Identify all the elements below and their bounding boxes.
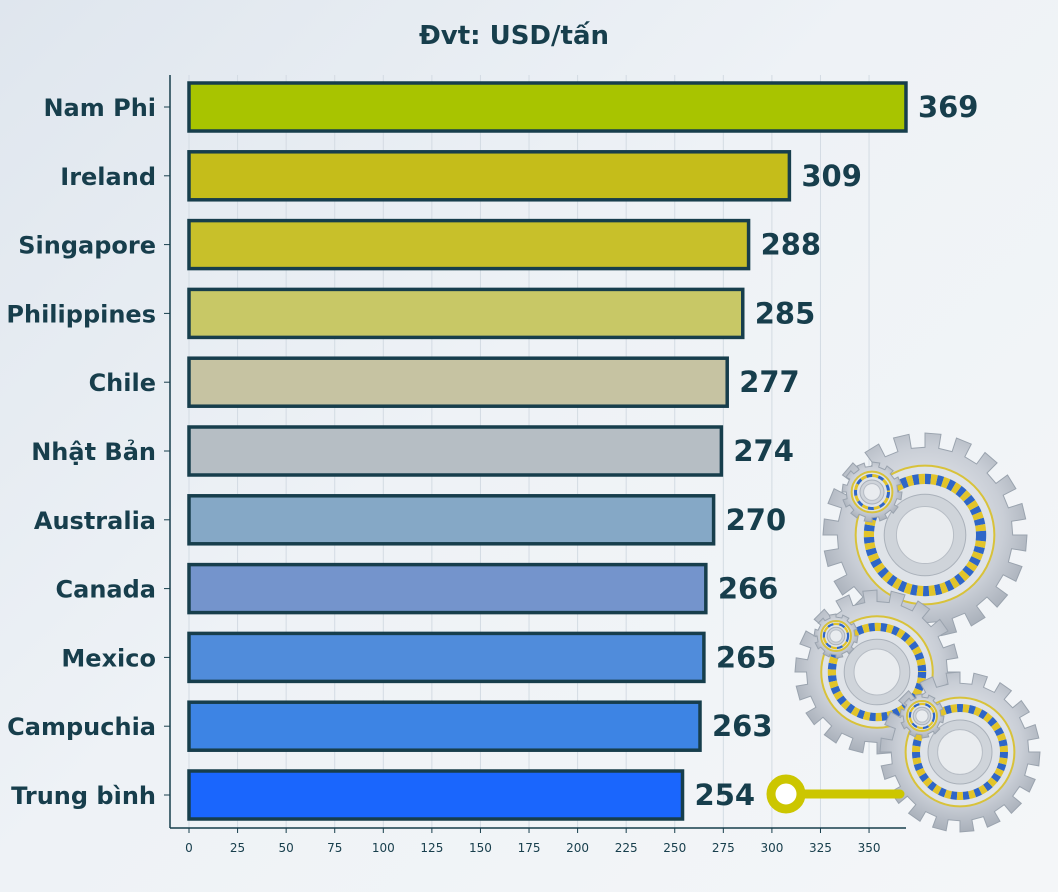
connector-marker xyxy=(766,774,905,814)
bar xyxy=(187,631,706,684)
bar xyxy=(187,218,751,271)
x-tick-label: 350 xyxy=(858,841,881,855)
gear-icon xyxy=(899,693,945,739)
x-tick-label: 25 xyxy=(230,841,245,855)
bar xyxy=(187,769,685,821)
x-tick-label: 125 xyxy=(420,841,443,855)
data-label: 277 xyxy=(739,365,800,399)
x-tick-label: 200 xyxy=(566,841,589,855)
bar xyxy=(187,81,908,133)
category-label: Nam Phi xyxy=(43,94,156,122)
connector-circle xyxy=(766,774,806,814)
bar xyxy=(187,150,792,202)
category-label: Canada xyxy=(56,576,156,604)
category-label: Australia xyxy=(34,507,156,535)
data-label: 288 xyxy=(761,228,822,262)
data-label: 274 xyxy=(733,434,794,468)
chart-title: Đvt: USD/tấn xyxy=(419,20,609,51)
category-label: Mexico xyxy=(61,644,156,672)
data-label: 266 xyxy=(718,572,779,606)
x-tick-label: 275 xyxy=(712,841,735,855)
data-label: 309 xyxy=(801,159,862,193)
bar xyxy=(187,425,724,477)
x-tick-label: 100 xyxy=(372,841,395,855)
gears-illustration xyxy=(794,432,1041,833)
category-label: Chile xyxy=(89,369,156,397)
bar xyxy=(187,287,745,340)
y-axis-ticks: Nam Phi Ireland Singapore Philippines Chile N… xyxy=(6,94,170,810)
gear-icon xyxy=(879,671,1041,833)
gear-icon xyxy=(813,613,859,659)
data-label: 263 xyxy=(712,709,773,743)
bars-group: 369 309 288 285 277 274 270 266 265 263 254 xyxy=(187,81,979,821)
bar xyxy=(187,494,716,546)
x-axis-ticks: 0 25 50 75 100 125 150 175 200 225 250 275 300 325 350 xyxy=(185,828,881,855)
bar xyxy=(187,700,702,752)
x-tick-label: 75 xyxy=(327,841,342,855)
data-label: 265 xyxy=(716,640,777,674)
data-label: 254 xyxy=(695,778,756,812)
x-tick-label: 50 xyxy=(279,841,294,855)
category-label: Ireland xyxy=(60,163,156,191)
x-tick-label: 300 xyxy=(760,841,783,855)
category-label: Trung bình xyxy=(11,782,156,810)
x-tick-label: 150 xyxy=(469,841,492,855)
x-tick-label: 175 xyxy=(518,841,541,855)
data-label: 285 xyxy=(755,296,816,330)
x-tick-label: 225 xyxy=(615,841,638,855)
x-tick-label: 325 xyxy=(809,841,832,855)
gear-icon xyxy=(841,461,903,523)
category-label: Philippines xyxy=(6,300,156,328)
category-label: Campuchia xyxy=(7,713,156,741)
bar xyxy=(187,356,729,408)
data-label: 369 xyxy=(918,90,979,124)
x-tick-label: 250 xyxy=(663,841,686,855)
category-label: Singapore xyxy=(18,232,156,260)
bar xyxy=(187,562,708,615)
x-tick-label: 0 xyxy=(185,841,193,855)
data-label: 270 xyxy=(726,503,787,537)
category-label: Nhật Bản xyxy=(31,438,156,466)
